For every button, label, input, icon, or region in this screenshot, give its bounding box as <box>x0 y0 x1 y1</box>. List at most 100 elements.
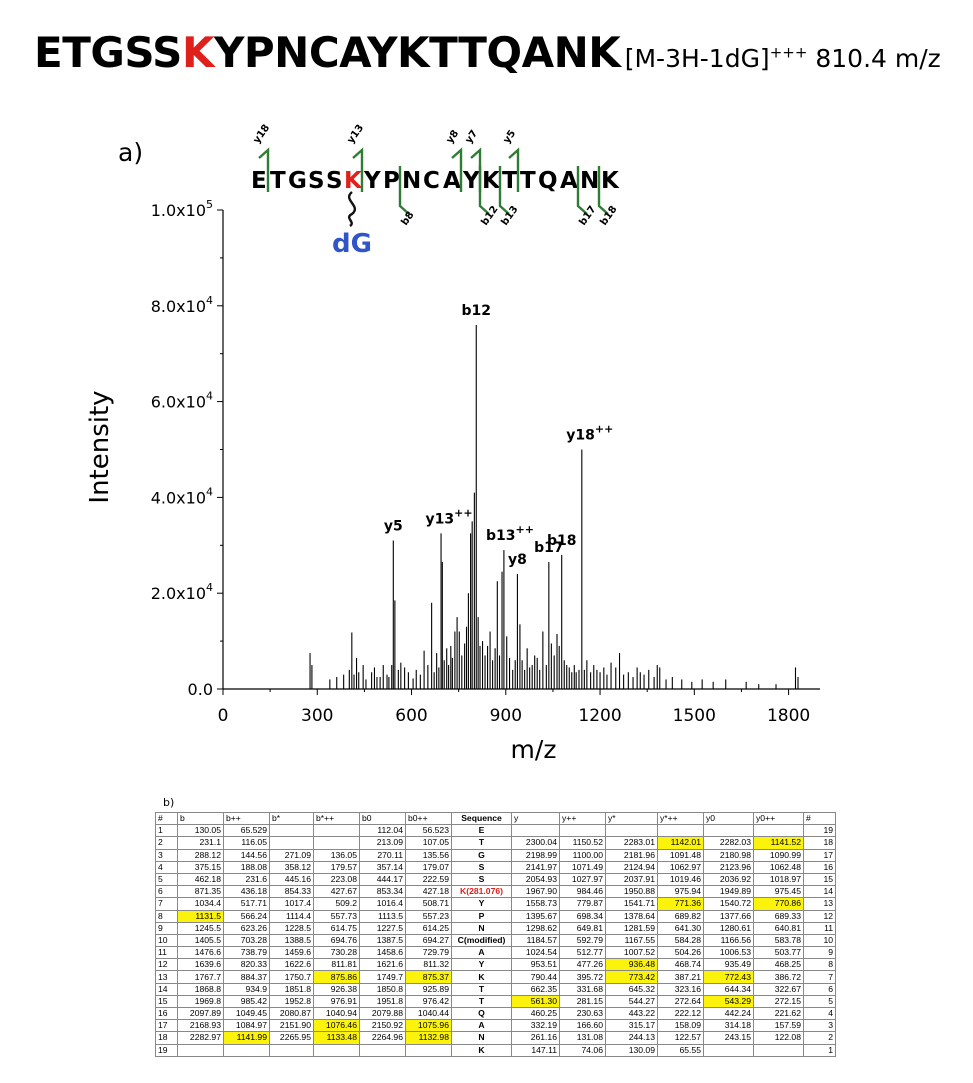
table-cell: 1076.46 <box>313 1019 360 1033</box>
sequence-residue: K <box>344 168 363 194</box>
b-ion-cleavage <box>478 166 490 215</box>
table-cell: 1016.4 <box>359 897 406 911</box>
table-cell: 135.56 <box>405 848 452 862</box>
figure-title: ETGSSKYPNCAYKTTQANK [M-3H-1dG]+++ 810.4 … <box>34 28 964 88</box>
table-cell: 386.72 <box>753 970 804 984</box>
table-header-cell: y0 <box>703 811 754 826</box>
table-cell: 9 <box>155 921 178 935</box>
table-row: 18 2282.97 1141.99 2265.95 1133.48 2264.96 113… <box>155 1031 836 1045</box>
table-cell: 56.523 <box>405 824 452 838</box>
table-cell: 2180.98 <box>703 848 754 862</box>
table-cell: 662.35 <box>511 982 560 996</box>
table-cell: 1850.8 <box>359 982 406 996</box>
table-cell: 614.75 <box>313 921 360 935</box>
table-cell <box>269 1043 314 1057</box>
table-cell: 231.1 <box>177 836 224 850</box>
table-cell: 460.25 <box>511 1006 560 1021</box>
table-cell: 614.25 <box>405 921 452 935</box>
table-cell: 512.77 <box>559 946 606 960</box>
table-cell: 147.11 <box>511 1043 560 1057</box>
table-cell: 166.60 <box>559 1019 606 1033</box>
table-header-cell: b <box>177 811 224 826</box>
table-cell: 1377.66 <box>703 909 754 923</box>
table-cell: 270.11 <box>359 848 406 862</box>
table-cell: 2300.04 <box>511 836 560 850</box>
table-cell: 1245.5 <box>177 921 224 935</box>
table-cell: 19 <box>155 1043 178 1057</box>
table-cell: 230.63 <box>559 1006 606 1021</box>
table-cell: A <box>451 1019 512 1033</box>
table-cell: 508.71 <box>405 897 452 911</box>
table-cell: 1969.8 <box>177 994 224 1009</box>
table-cell: 357.14 <box>359 860 406 874</box>
sequence-residue: E <box>251 168 267 194</box>
table-cell: 8 <box>155 909 178 923</box>
table-cell: 503.77 <box>753 946 804 960</box>
table-cell: 10 <box>803 933 836 948</box>
sequence-residue: K <box>601 168 620 194</box>
table-cell: 179.07 <box>405 860 452 874</box>
table-cell: 3 <box>803 1019 836 1033</box>
table-cell: 1062.97 <box>657 860 704 874</box>
table-cell: 1476.6 <box>177 946 224 960</box>
table-cell: 6 <box>803 982 836 996</box>
table-row: 5 462.18 231.6 445.16 223.08 444.17 222.59 S 205… <box>155 872 836 887</box>
table-cell: 468.25 <box>753 958 804 972</box>
table-cell: S <box>451 872 512 887</box>
table-cell: 1767.7 <box>177 970 224 984</box>
table-cell: 2124.94 <box>605 860 658 874</box>
table-cell: 584.28 <box>657 933 704 948</box>
table-cell: 2097.89 <box>177 1006 224 1021</box>
table-cell: 1459.6 <box>269 946 314 960</box>
table-cell: 243.15 <box>703 1031 754 1045</box>
table-cell: G <box>451 848 512 862</box>
table-cell: 504.26 <box>657 946 704 960</box>
table-cell: 820.33 <box>223 958 270 972</box>
fragment-table-panel: b) # b b++ b* b*++ b0 b0++ Sequence y y++ y* y*++ y0… <box>155 796 836 1057</box>
table-cell: 2264.96 <box>359 1031 406 1045</box>
table-cell: 323.16 <box>657 982 704 996</box>
table-cell: 14 <box>803 885 836 899</box>
peak-annotation: b17 <box>534 540 564 556</box>
table-cell: K <box>451 970 512 984</box>
adduct-linker <box>347 191 357 227</box>
table-cell: 443.22 <box>605 1006 658 1021</box>
table-cell <box>177 1043 224 1057</box>
table-cell: 934.9 <box>223 982 270 996</box>
table-cell: 11 <box>803 921 836 935</box>
y-tick-label: 4.0x104 <box>151 485 213 507</box>
panel-b-label: b) <box>163 796 175 809</box>
y-tick-label: 6.0x104 <box>151 390 213 412</box>
table-cell: 332.19 <box>511 1019 560 1033</box>
table-cell: 2 <box>155 836 178 850</box>
peak-annotation: b13++ <box>486 523 534 544</box>
y-ion-cleavage <box>352 147 364 192</box>
table-cell: 13 <box>803 897 836 911</box>
table-cell: 583.78 <box>753 933 804 948</box>
table-cell: 2198.99 <box>511 848 560 862</box>
table-cell: 853.34 <box>359 885 406 899</box>
table-header-cell: b* <box>269 811 314 826</box>
table-header-cell: b0++ <box>405 811 452 826</box>
table-cell: 1281.59 <box>605 921 658 935</box>
table-cell: 17 <box>803 848 836 862</box>
y-ion-cleavage <box>258 147 270 192</box>
y-tick-label: 2.0x104 <box>151 581 213 603</box>
table-row: 14 1868.8 934.9 1851.8 926.38 1850.8 925.89 T 66… <box>155 982 836 996</box>
table-cell: 1868.8 <box>177 982 224 996</box>
table-cell <box>511 824 560 838</box>
table-cell: 1027.97 <box>559 872 606 887</box>
table-cell: 314.18 <box>703 1019 754 1033</box>
table-cell: 15 <box>155 994 178 1009</box>
table-cell: 773.42 <box>605 970 658 984</box>
table-row: 2 231.1 116.05 213.09 107.05 T 2300.04 1150.52 2… <box>155 836 836 850</box>
table-cell: 623.26 <box>223 921 270 935</box>
table-cell: 74.06 <box>559 1043 606 1057</box>
table-cell: 1622.6 <box>269 958 314 972</box>
y-tick-label: 8.0x104 <box>151 294 213 316</box>
table-cell: 2 <box>803 1031 836 1045</box>
table-cell: Y <box>451 897 512 911</box>
table-cell: 1967.90 <box>511 885 560 899</box>
table-cell: 1100.00 <box>559 848 606 862</box>
table-cell: 875.37 <box>405 970 452 984</box>
